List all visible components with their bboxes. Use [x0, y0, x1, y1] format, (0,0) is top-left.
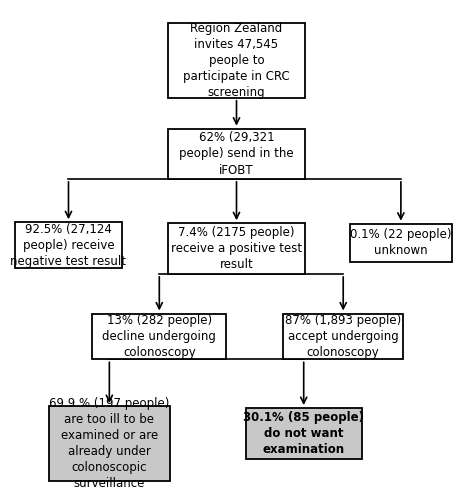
Text: Region Zealand
invites 47,545
people to
participate in CRC
screening: Region Zealand invites 47,545 people to … — [183, 22, 290, 99]
FancyBboxPatch shape — [168, 224, 305, 274]
Text: 0.1% (22 people)
unknown: 0.1% (22 people) unknown — [350, 228, 452, 258]
FancyBboxPatch shape — [168, 129, 305, 179]
FancyBboxPatch shape — [283, 314, 403, 359]
FancyBboxPatch shape — [49, 406, 169, 480]
FancyBboxPatch shape — [246, 408, 361, 459]
FancyBboxPatch shape — [168, 23, 305, 98]
Text: 7.4% (2175 people)
receive a positive test
result: 7.4% (2175 people) receive a positive te… — [171, 226, 302, 271]
FancyBboxPatch shape — [350, 224, 452, 262]
FancyBboxPatch shape — [15, 222, 122, 268]
Text: 62% (29,321
people) send in the
iFOBT: 62% (29,321 people) send in the iFOBT — [179, 132, 294, 176]
Text: 69.9 % (197 people)
are too ill to be
examined or are
already under
colonoscopic: 69.9 % (197 people) are too ill to be ex… — [49, 397, 169, 490]
FancyBboxPatch shape — [92, 314, 226, 359]
Text: 13% (282 people)
decline undergoing
colonoscopy: 13% (282 people) decline undergoing colo… — [102, 314, 216, 359]
Text: 30.1% (85 people)
do not want
examination: 30.1% (85 people) do not want examinatio… — [243, 411, 364, 456]
Text: 92.5% (27,124
people) receive
negative test result: 92.5% (27,124 people) receive negative t… — [10, 222, 126, 268]
Text: 87% (1,893 people)
accept undergoing
colonoscopy: 87% (1,893 people) accept undergoing col… — [285, 314, 401, 359]
